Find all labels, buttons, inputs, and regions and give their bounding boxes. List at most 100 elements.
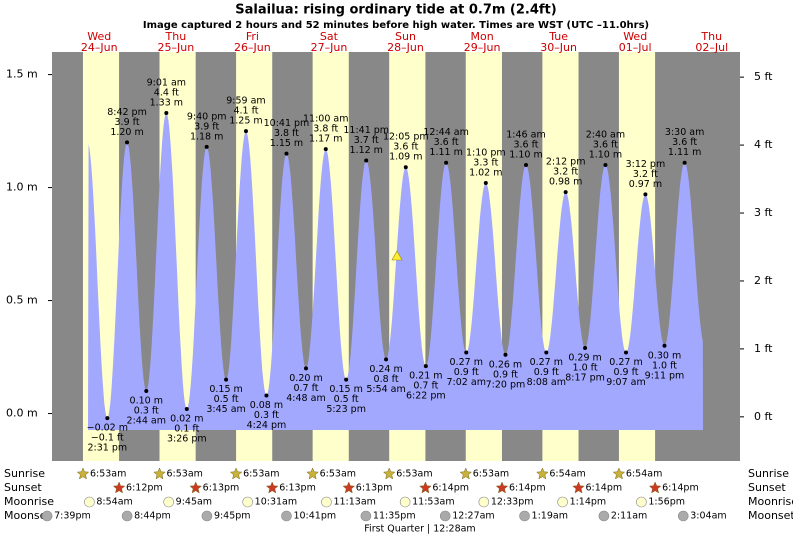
sunrise-icon <box>536 467 549 480</box>
tide-label: 3.7 ft <box>354 135 379 146</box>
row-label: Sunrise <box>748 467 789 480</box>
tide-label: 2:44 am <box>127 415 166 426</box>
tide-label: 3.9 ft <box>115 117 140 128</box>
tide-label: 0.27 m <box>450 357 483 368</box>
tide-label: 0.9 ft <box>534 367 559 378</box>
tide-label: 1.15 m <box>270 138 303 149</box>
tide-point <box>423 364 428 369</box>
tide-point <box>364 158 369 163</box>
tide-label: 7:02 am <box>447 377 486 388</box>
day-date: 29–Jun <box>464 41 501 54</box>
tide-point <box>523 162 528 167</box>
day-date: 02–Jul <box>695 41 728 54</box>
moonset-icon <box>439 510 451 522</box>
chart-title: Salailua: rising ordinary tide at 0.7m (… <box>235 3 556 18</box>
event-time: 8:44pm <box>134 511 171 522</box>
event-time: 6:54am <box>549 469 585 480</box>
tide-label: 1.33 m <box>150 98 183 109</box>
day-date: 26–Jun <box>234 41 271 54</box>
tide-label: 3.6 ft <box>672 137 697 148</box>
tide-point <box>503 352 508 357</box>
tide-label: 0.5 ft <box>214 394 239 405</box>
event-time: 6:53am <box>320 469 356 480</box>
tide-label: 9:40 pm <box>187 111 227 122</box>
tide-point <box>624 350 629 355</box>
moonrise-icon <box>636 496 647 508</box>
tide-label: 11:00 am <box>303 114 348 125</box>
y2-tick-label: 2 ft <box>754 274 773 287</box>
moonrise-icon <box>557 496 568 508</box>
day-weekday: Fri <box>246 30 259 43</box>
row-label: Moonset <box>4 509 51 522</box>
tide-label: 1.11 m <box>429 147 462 158</box>
day-weekday: Wed <box>87 30 111 43</box>
tide-label: 0.3 ft <box>134 405 159 416</box>
tide-label: 1:46 am <box>506 129 545 140</box>
sunset-icon <box>265 481 279 494</box>
y-tick-label: 0.5 m <box>6 294 38 307</box>
tide-label: 1.20 m <box>110 127 143 138</box>
y2-tick-label: 1 ft <box>754 342 773 355</box>
event-time: 9:45am <box>176 497 212 508</box>
event-time: 6:53am <box>243 469 279 480</box>
tide-point <box>444 160 449 165</box>
event-time: 6:53am <box>396 469 432 480</box>
tide-label: 10:41 pm <box>264 118 310 129</box>
tide-label: 4:24 pm <box>247 420 287 431</box>
sunrise-icon <box>306 467 319 480</box>
event-time: 11:35pm <box>373 511 416 522</box>
tide-label: 3.6 ft <box>434 137 459 148</box>
tide-label: 3.8 ft <box>313 124 338 135</box>
event-time: 8:54am <box>96 497 132 508</box>
tide-label: 1.0 ft <box>573 363 598 374</box>
tide-label: 1.25 m <box>229 116 262 127</box>
tide-label: 0.15 m <box>329 384 362 395</box>
sunrise-icon <box>229 467 243 480</box>
y2-tick-label: 5 ft <box>754 70 773 83</box>
tide-label: 0.7 ft <box>413 381 438 392</box>
tide-point <box>125 140 130 145</box>
tide-label: 0.5 ft <box>334 394 359 405</box>
tide-label: 5:54 am <box>366 384 405 395</box>
tide-label: 4.4 ft <box>154 88 179 99</box>
y-tick-label: 0.0 m <box>6 407 38 420</box>
event-time: 6:14pm <box>432 483 469 494</box>
sunset-icon <box>419 481 432 494</box>
tide-label: 0.08 m <box>250 400 283 411</box>
tide-label: 0.9 ft <box>493 369 518 380</box>
tide-label: 0.20 m <box>289 373 322 384</box>
tide-label: 9:59 am <box>226 96 265 107</box>
tide-label: 0.9 ft <box>613 367 638 378</box>
tide-label: 2:31 pm <box>87 443 127 454</box>
tide-label: 0.26 m <box>489 359 522 370</box>
tide-label: 11:41 pm <box>343 125 389 136</box>
event-time: 6:13pm <box>356 483 393 494</box>
tide-point <box>544 350 549 355</box>
day-date: 28–Jun <box>387 41 424 54</box>
tide-label: 1.10 m <box>589 149 622 160</box>
day-date: 25–Jun <box>157 41 194 54</box>
event-time: 1:14pm <box>570 497 607 508</box>
day-date: 30–Jun <box>540 41 577 54</box>
event-time: 11:53am <box>412 497 454 508</box>
tide-label: 0.97 m <box>629 179 662 190</box>
tide-label: 3:26 pm <box>167 434 207 445</box>
event-time: 6:13pm <box>203 483 240 494</box>
tide-label: 0.3 ft <box>254 410 279 421</box>
day-date: 27–Jun <box>311 41 348 54</box>
tide-label: 3.2 ft <box>553 167 578 178</box>
day-weekday: Wed <box>623 30 647 43</box>
day-date: 24–Jun <box>81 41 118 54</box>
tide-label: 0.15 m <box>209 384 242 395</box>
tide-point <box>323 147 328 152</box>
moonset-icon <box>121 510 133 522</box>
sunset-icon <box>495 481 509 494</box>
tide-label: 3:12 pm <box>626 159 666 170</box>
tide-label: 2:12 pm <box>546 157 586 168</box>
sunrise-icon <box>76 467 90 480</box>
row-label: Moonset <box>748 509 793 522</box>
tide-point <box>184 407 189 412</box>
moonset-icon <box>519 510 530 522</box>
tide-label: 3.3 ft <box>473 158 498 169</box>
